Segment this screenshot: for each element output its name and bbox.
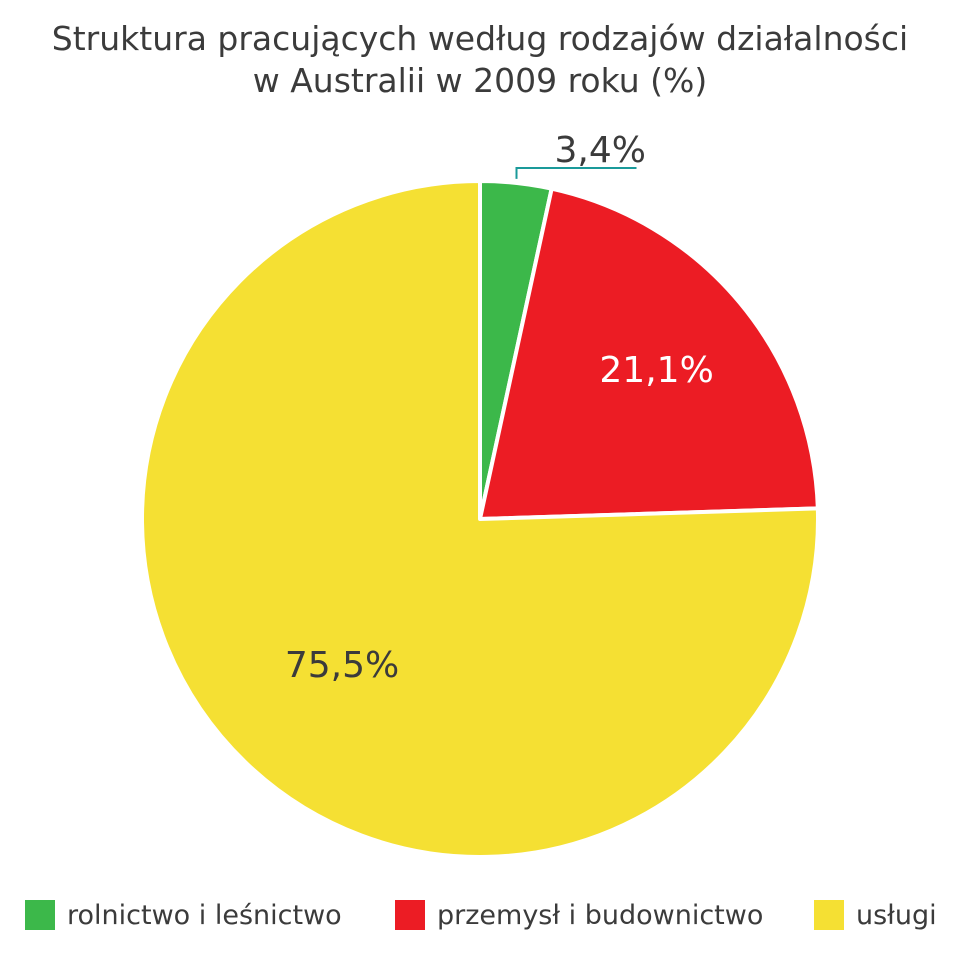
legend-item-industry: przemysł i budownictwo (395, 890, 763, 940)
legend-label-agriculture: rolnictwo i leśnictwo (67, 899, 342, 931)
legend-label-industry: przemysł i budownictwo (437, 899, 764, 931)
data-label-agriculture: 3,4% (555, 130, 646, 171)
legend-label-services: usługi (856, 899, 937, 931)
legend: rolnictwo i leśnictwo przemysł i budowni… (0, 890, 960, 940)
data-label-services: 75,5% (285, 645, 399, 686)
legend-item-agriculture: rolnictwo i leśnictwo (25, 890, 342, 940)
data-label-industry: 21,1% (599, 350, 713, 391)
pie-slice-services (140, 179, 820, 859)
legend-swatch-services (814, 900, 844, 930)
pie-slice-industry (478, 186, 820, 521)
chart-title-line-2: w Australii w 2009 roku (%) (252, 61, 708, 100)
legend-item-services: usługi (814, 890, 937, 940)
leader-line-agriculture (515, 167, 637, 179)
chart-title: Struktura pracujących według rodzajów dz… (0, 18, 960, 102)
legend-swatch-industry (395, 900, 425, 930)
legend-swatch-agriculture (25, 900, 55, 930)
chart-title-line-1: Struktura pracujących według rodzajów dz… (51, 19, 909, 58)
